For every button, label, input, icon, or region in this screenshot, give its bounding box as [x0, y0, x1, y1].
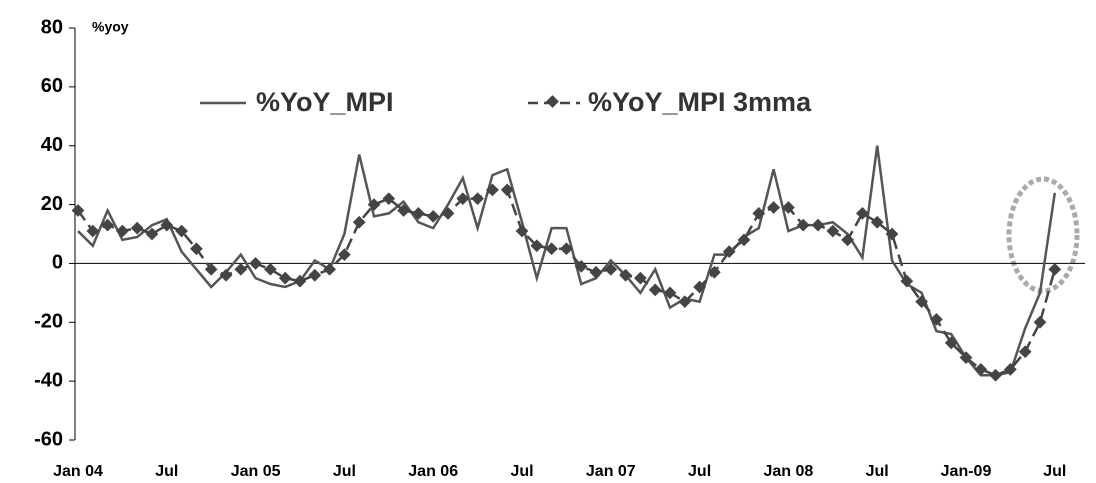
- y-tick-label: 60: [41, 75, 63, 97]
- point-marker: [249, 257, 262, 270]
- point-marker: [278, 271, 292, 285]
- y-tick-label: 0: [52, 252, 63, 274]
- y-tick-label: -40: [34, 369, 63, 391]
- x-tick-label: Jul: [866, 463, 889, 480]
- point-marker: [145, 227, 159, 241]
- point-marker: [219, 268, 233, 282]
- x-tick-label: Jul: [688, 463, 711, 480]
- y-tick-label: 80: [41, 16, 63, 38]
- x-tick-label: Jan 04: [53, 463, 103, 480]
- point-marker: [989, 368, 1002, 382]
- x-tick-label: Jan-09: [941, 463, 992, 480]
- point-marker: [441, 207, 455, 220]
- point-marker: [486, 183, 499, 197]
- point-marker: [352, 215, 366, 229]
- series-line: [77, 145, 1057, 377]
- point-marker: [86, 224, 100, 238]
- point-marker: [175, 224, 188, 238]
- point-marker: [367, 198, 381, 211]
- x-tick-label: Jan 08: [763, 463, 813, 480]
- point-marker: [456, 192, 470, 206]
- point-marker: [264, 262, 277, 276]
- y-tick-label: -20: [34, 311, 63, 333]
- point-marker: [841, 233, 854, 247]
- point-marker: [101, 218, 114, 232]
- x-tick-label: Jul: [1043, 463, 1066, 480]
- point-marker: [811, 218, 825, 232]
- legend-label: %YoY_MPI: [256, 87, 394, 117]
- point-marker: [338, 248, 351, 261]
- point-marker: [589, 265, 603, 279]
- point-marker: [204, 262, 218, 276]
- point-marker: [1048, 262, 1062, 276]
- point-marker: [1033, 315, 1047, 329]
- point-marker: [116, 224, 129, 238]
- y-tick-label: 40: [41, 134, 63, 156]
- point-marker: [234, 262, 248, 276]
- y-tick-label: -60: [34, 428, 63, 450]
- x-tick-label: Jul: [510, 463, 533, 480]
- point-marker: [426, 209, 440, 223]
- point-marker: [190, 242, 203, 256]
- point-marker: [382, 192, 396, 206]
- point-marker: [397, 204, 410, 217]
- legend-label: %YoY_MPI 3mma: [588, 87, 812, 117]
- x-tick-label: Jul: [333, 463, 356, 480]
- point-marker: [767, 201, 780, 214]
- point-marker: [308, 268, 322, 282]
- point-marker: [130, 221, 144, 235]
- point-marker: [930, 312, 943, 326]
- point-marker: [323, 262, 336, 276]
- y-axis-label: %yoy: [92, 19, 129, 35]
- legend-marker: [546, 95, 559, 108]
- highlight-ellipse: [1006, 176, 1080, 294]
- x-tick-label: Jan 07: [586, 463, 636, 480]
- point-marker: [648, 283, 662, 297]
- x-tick-label: Jan 05: [231, 463, 281, 480]
- x-tick-label: Jul: [155, 463, 178, 480]
- y-tick-label: 20: [41, 193, 63, 215]
- point-marker: [500, 183, 514, 197]
- x-tick-label: Jan 06: [408, 463, 458, 480]
- point-marker: [412, 207, 425, 220]
- point-marker: [160, 218, 174, 232]
- point-marker: [71, 204, 85, 217]
- point-marker: [471, 192, 484, 206]
- point-marker: [293, 274, 307, 288]
- point-marker: [1018, 345, 1032, 359]
